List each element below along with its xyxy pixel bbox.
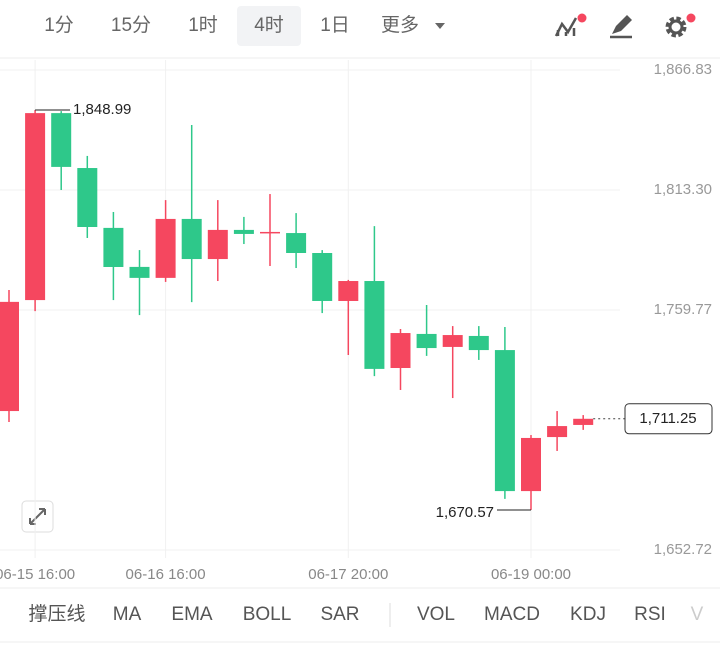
low-label: 1,670.57 bbox=[436, 504, 494, 521]
candle-body bbox=[207, 229, 228, 260]
timeframe-tab[interactable]: 更多 bbox=[381, 14, 419, 36]
candle-body bbox=[51, 113, 72, 167]
x-tick-label: 06-17 20:00 bbox=[308, 566, 388, 583]
indicator-tab[interactable]: VOL bbox=[417, 604, 455, 625]
indicator-tab[interactable]: V bbox=[691, 604, 704, 625]
y-tick-label: 1,759.77 bbox=[654, 301, 712, 318]
timeframe-tab[interactable]: 1时 bbox=[188, 14, 218, 36]
candle-body bbox=[233, 229, 254, 234]
indicator-tab[interactable]: EMA bbox=[171, 604, 213, 625]
settings-icon[interactable] bbox=[665, 13, 696, 38]
toolbar-icons bbox=[554, 13, 696, 39]
timeframe-tab[interactable]: 4时 bbox=[254, 14, 284, 36]
candle-body bbox=[181, 218, 202, 260]
indicator-tab[interactable]: 撑压线 bbox=[28, 603, 85, 625]
x-tick-label: 06-15 16:00 bbox=[0, 566, 75, 583]
candle-body bbox=[468, 335, 489, 351]
candle-body bbox=[312, 253, 333, 301]
candle-body bbox=[364, 281, 385, 369]
candle-body bbox=[103, 227, 124, 267]
candle-body bbox=[547, 426, 568, 438]
last-price-label: 1,711.25 bbox=[639, 410, 696, 427]
candle-body bbox=[286, 233, 307, 254]
indicator-tab[interactable]: MACD bbox=[484, 604, 540, 625]
y-tick-label: 1,652.72 bbox=[654, 541, 712, 558]
indicator-tab[interactable]: MA bbox=[113, 604, 142, 625]
candle-body bbox=[442, 335, 463, 347]
last-price-box bbox=[624, 403, 713, 435]
indicator-icon[interactable] bbox=[554, 13, 587, 37]
dropdown-arrow bbox=[435, 23, 445, 29]
candle-body bbox=[573, 418, 594, 425]
x-tick-label: 06-16 16:00 bbox=[126, 566, 206, 583]
indicator-tab[interactable]: SAR bbox=[320, 604, 359, 625]
candle-body bbox=[338, 281, 359, 301]
tab-selected-bg bbox=[237, 6, 301, 46]
candle-body bbox=[494, 350, 515, 492]
candle-body bbox=[129, 266, 150, 278]
candle-body bbox=[521, 437, 541, 492]
candle-body bbox=[260, 231, 280, 234]
indicator-tab[interactable]: BOLL bbox=[243, 604, 292, 625]
timeframe-tab[interactable]: 15分 bbox=[111, 14, 151, 36]
y-tick-label: 1,866.83 bbox=[654, 61, 712, 78]
candle-body bbox=[416, 333, 437, 349]
timeframe-tab[interactable]: 1日 bbox=[320, 15, 350, 36]
y-tick-label: 1,813.30 bbox=[654, 181, 712, 198]
candle-body bbox=[155, 218, 176, 278]
indicator-tab[interactable]: RSI bbox=[634, 604, 666, 625]
timeframe-tab[interactable]: 1分 bbox=[44, 14, 74, 36]
high-label: 1,848.99 bbox=[73, 101, 131, 118]
candle-body bbox=[390, 333, 411, 369]
candle-body bbox=[0, 301, 19, 412]
candle-body bbox=[25, 113, 46, 301]
indicator-tab[interactable]: KDJ bbox=[570, 604, 606, 625]
draw-icon[interactable] bbox=[610, 15, 632, 39]
x-tick-label: 06-19 00:00 bbox=[491, 566, 571, 583]
expand-button[interactable] bbox=[21, 500, 54, 533]
candle-body bbox=[77, 168, 98, 227]
